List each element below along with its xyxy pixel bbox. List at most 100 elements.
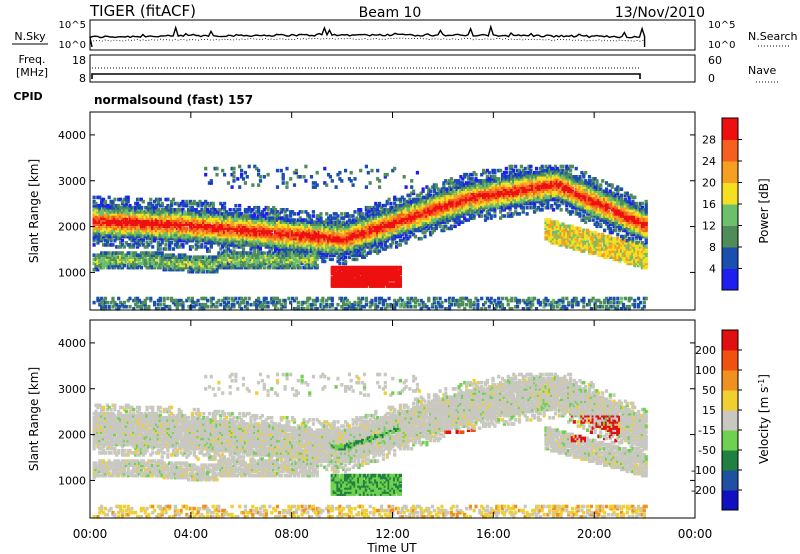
power-cell — [449, 177, 453, 181]
power-cell — [120, 261, 125, 266]
power-cell — [153, 261, 157, 266]
power-cell — [238, 230, 242, 235]
power-cell — [122, 197, 126, 202]
power-cell — [94, 210, 98, 214]
power-cell — [179, 259, 183, 264]
power-cell — [188, 228, 193, 233]
power-cell — [179, 267, 183, 272]
power-cell — [245, 243, 249, 247]
power-cell — [232, 243, 236, 247]
power-cell — [137, 214, 142, 218]
power-cell — [188, 267, 193, 272]
power-cell — [262, 232, 266, 237]
power-cell — [224, 216, 229, 220]
power-cell — [317, 238, 321, 243]
power-cell — [272, 226, 276, 231]
power-cell — [226, 296, 230, 301]
power-cell — [173, 210, 177, 214]
power-cell — [266, 265, 270, 270]
power-cell — [224, 263, 229, 268]
power-cell — [151, 222, 155, 226]
power-cell — [328, 234, 332, 239]
power-cell — [103, 243, 108, 247]
power-cell — [315, 220, 319, 224]
power-cell — [154, 208, 159, 212]
power-cell — [306, 307, 310, 311]
power-cell — [224, 241, 229, 245]
power-cell — [94, 230, 98, 235]
power-cell — [136, 261, 140, 266]
power-cell — [100, 300, 104, 305]
power-cell — [270, 241, 274, 245]
power-cell — [153, 236, 157, 241]
power-cell — [190, 220, 194, 224]
power-cell — [257, 255, 261, 259]
power-cell — [245, 263, 249, 268]
power-cell — [119, 210, 123, 214]
power-cell — [126, 298, 130, 303]
power-cell — [260, 232, 264, 237]
power-cell — [175, 201, 179, 206]
power-cell — [187, 222, 191, 226]
power-cell — [153, 199, 157, 204]
power-cell — [204, 216, 208, 220]
power-cell — [162, 298, 166, 303]
power-cell — [103, 216, 108, 220]
power-cell — [221, 218, 225, 222]
power-cell — [308, 296, 312, 301]
power-cell — [315, 232, 319, 237]
power-cell — [309, 243, 314, 247]
power-cell — [188, 208, 193, 212]
power-cell — [309, 261, 314, 266]
power-cell — [196, 214, 200, 218]
power-cell — [285, 181, 289, 185]
power-cell — [156, 228, 160, 233]
power-cell — [306, 214, 310, 218]
power-cell — [102, 218, 106, 222]
power-cell — [111, 263, 115, 268]
power-cell — [291, 257, 295, 262]
power-cell — [98, 220, 102, 224]
power-cell — [257, 245, 261, 249]
power-cell — [96, 230, 100, 235]
power-cell — [281, 251, 285, 255]
power-cell — [117, 255, 121, 259]
power-cell — [313, 241, 317, 245]
power-cell — [141, 199, 145, 204]
power-cell — [255, 236, 259, 241]
power-cell — [211, 296, 215, 301]
power-cell — [130, 259, 134, 264]
power-cell — [249, 263, 253, 268]
power-cell — [385, 245, 389, 249]
power-cell — [272, 302, 276, 307]
power-cell — [292, 222, 297, 226]
power-cell — [257, 296, 261, 301]
power-cell — [198, 267, 202, 272]
power-cell — [306, 241, 310, 245]
power-cell — [247, 164, 251, 169]
power-cell — [240, 241, 244, 245]
power-cell — [264, 255, 268, 259]
power-cell — [213, 230, 217, 235]
power-cell — [268, 263, 272, 268]
power-cell — [158, 251, 162, 255]
power-cell — [117, 245, 121, 249]
power-cell — [292, 249, 297, 253]
power-cell — [302, 226, 306, 231]
power-cell — [294, 251, 298, 255]
power-cell — [232, 226, 236, 231]
power-cell — [272, 205, 276, 210]
power-cell — [206, 214, 210, 218]
power-cell — [115, 222, 119, 226]
power-cell — [119, 263, 123, 268]
power-cell — [251, 218, 255, 222]
power-cell — [211, 205, 215, 210]
power-cell — [94, 218, 98, 222]
power-cell — [279, 236, 283, 241]
power-cell — [258, 255, 263, 259]
power-cell — [149, 214, 153, 218]
power-cell — [211, 208, 215, 212]
power-cell — [294, 241, 298, 245]
power-cell — [266, 253, 270, 257]
power-cell — [266, 236, 270, 241]
